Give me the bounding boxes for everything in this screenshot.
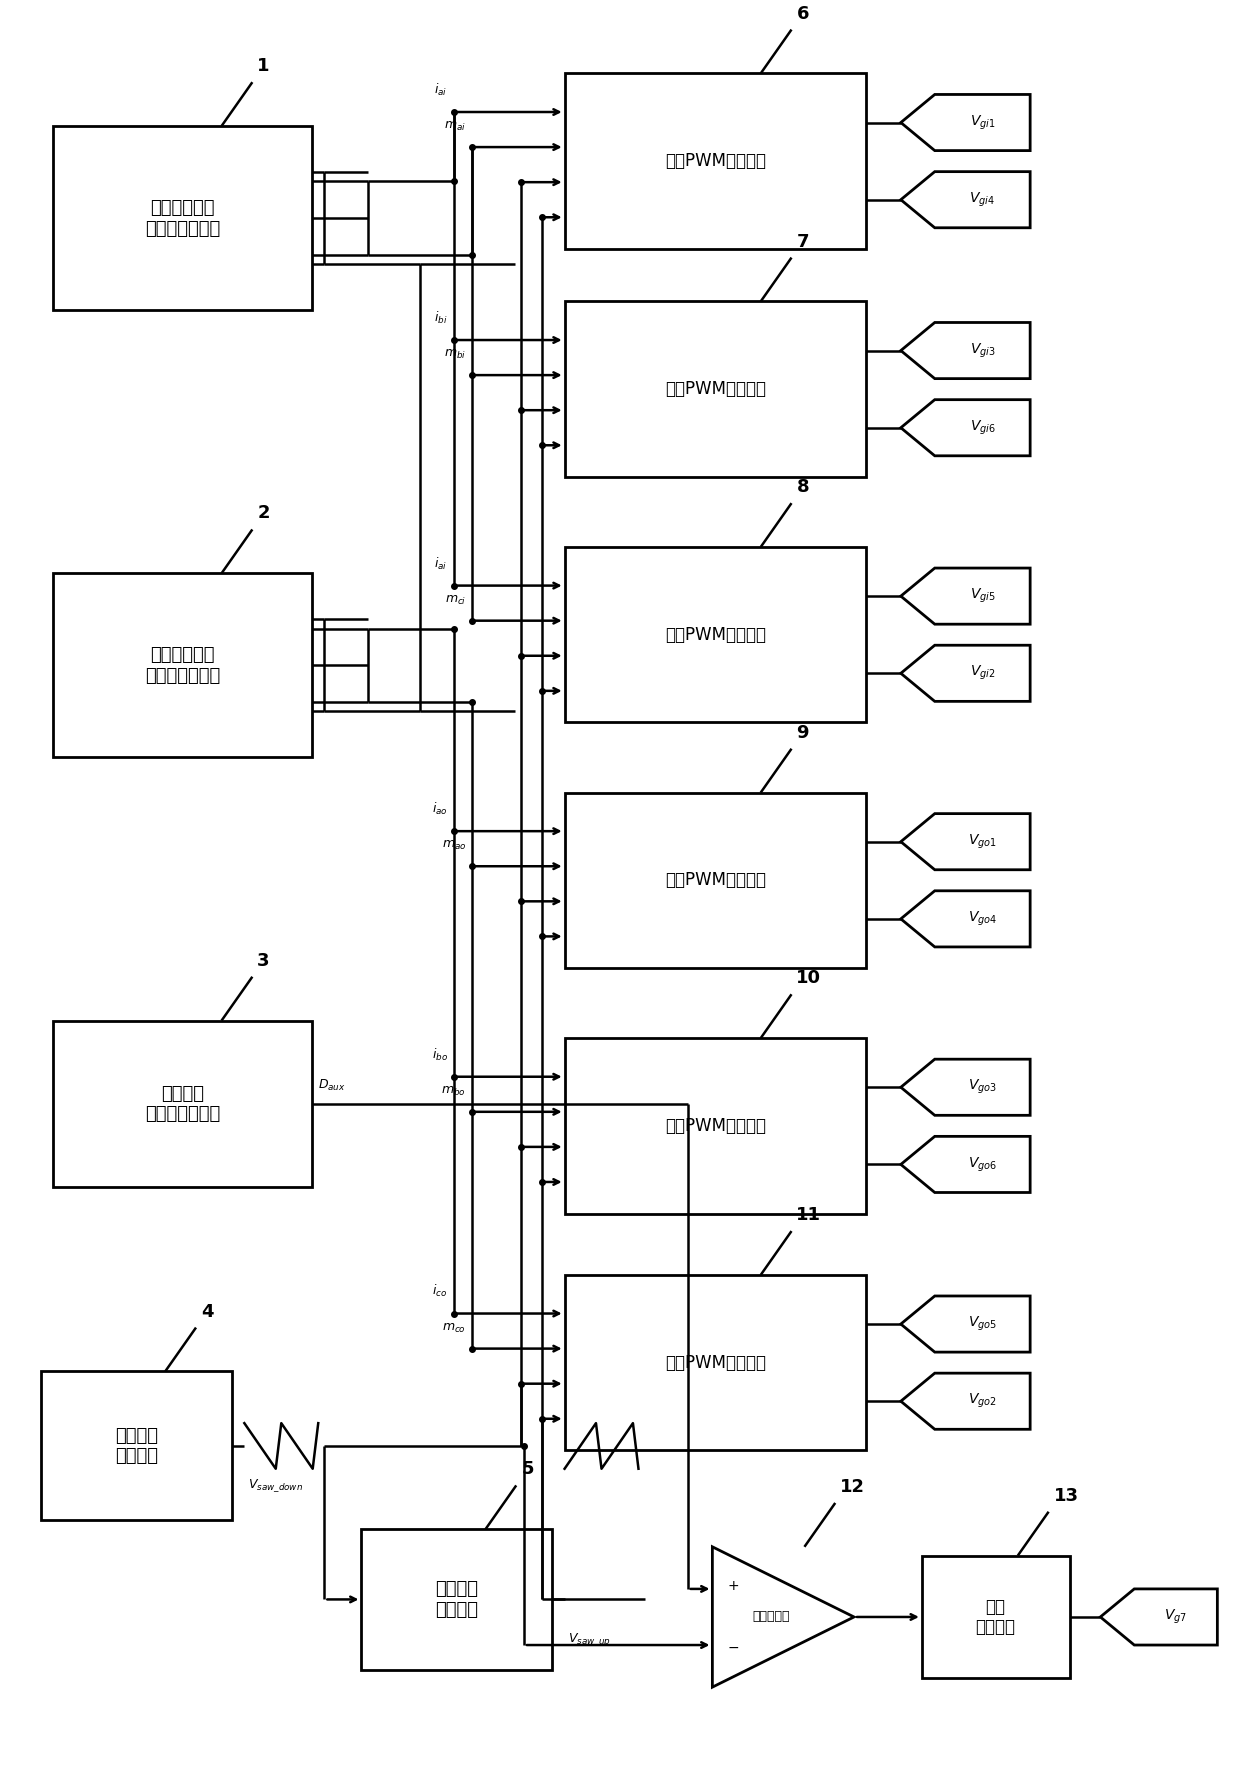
Text: $V_{gi3}$: $V_{gi3}$ [970,342,996,359]
Text: 辅助开关
比较值计算模块: 辅助开关 比较值计算模块 [145,1085,221,1123]
Text: $i_{ao}$: $i_{ao}$ [432,801,448,817]
Text: $V_{go5}$: $V_{go5}$ [968,1315,997,1332]
Text: $V_{saw\_up}$: $V_{saw\_up}$ [568,1631,611,1647]
Polygon shape [900,1295,1030,1352]
Text: $i_{co}$: $i_{co}$ [433,1283,448,1299]
Text: 第六PWM产生模块: 第六PWM产生模块 [665,1354,766,1372]
Text: 10: 10 [796,970,821,987]
Text: $V_{g7}$: $V_{g7}$ [1164,1608,1188,1626]
Text: 第一PWM产生模块: 第一PWM产生模块 [665,153,766,171]
Bar [53,126,312,310]
Text: 第二PWM产生模块: 第二PWM产生模块 [665,381,766,398]
Polygon shape [900,171,1030,228]
Polygon shape [900,891,1030,946]
Text: 载波信号
发生模块: 载波信号 发生模块 [115,1427,157,1466]
Bar [53,573,312,758]
Text: 7: 7 [796,233,808,251]
Text: 3: 3 [257,952,270,970]
Text: $V_{saw\_down}$: $V_{saw\_down}$ [248,1478,303,1494]
Text: 载波信号
反向模块: 载波信号 反向模块 [435,1580,479,1619]
Bar [564,1276,867,1450]
Text: 第一比较器: 第一比较器 [753,1610,790,1624]
Text: 2: 2 [257,505,270,523]
Bar [361,1530,552,1669]
Text: 9: 9 [796,724,808,742]
Text: 第五PWM产生模块: 第五PWM产生模块 [665,1117,766,1135]
Polygon shape [900,1373,1030,1429]
Text: $D_{aux}$: $D_{aux}$ [319,1078,346,1094]
Text: $m_{co}$: $m_{co}$ [443,1322,466,1334]
Bar [564,301,867,477]
Polygon shape [900,94,1030,151]
Bar [564,793,867,968]
Text: 第四PWM产生模块: 第四PWM产生模块 [665,872,766,890]
Text: +: + [727,1580,739,1594]
Text: $V_{gi4}$: $V_{gi4}$ [970,190,996,208]
Text: $m_{ci}$: $m_{ci}$ [445,594,466,607]
Text: $m_{bo}$: $m_{bo}$ [441,1085,466,1098]
Text: $i_{ai}$: $i_{ai}$ [434,82,448,98]
Text: 逆变侧主开关
比较值计算模块: 逆变侧主开关 比较值计算模块 [145,646,221,685]
Text: $i_{ai}$: $i_{ai}$ [434,555,448,571]
Text: $V_{go4}$: $V_{go4}$ [968,909,997,929]
Text: 1: 1 [257,57,270,75]
Text: 5: 5 [521,1461,533,1478]
Polygon shape [900,568,1030,624]
Text: 13: 13 [1054,1487,1079,1505]
Text: $V_{go3}$: $V_{go3}$ [968,1078,997,1096]
Text: 第一
延时模块: 第一 延时模块 [976,1598,1016,1637]
Bar [921,1555,1070,1678]
Text: $i_{bo}$: $i_{bo}$ [432,1046,448,1062]
Text: $V_{go2}$: $V_{go2}$ [968,1393,997,1411]
Text: 4: 4 [201,1302,213,1320]
Bar [564,1039,867,1213]
Text: 8: 8 [796,479,808,496]
Text: 整流侧主开关
比较值计算模块: 整流侧主开关 比较值计算模块 [145,199,221,238]
Text: $V_{go6}$: $V_{go6}$ [968,1155,997,1174]
Bar [53,1021,312,1187]
Text: 第三PWM产生模块: 第三PWM产生模块 [665,626,766,644]
Polygon shape [712,1546,854,1686]
Bar [564,73,867,249]
Polygon shape [1100,1589,1218,1646]
Polygon shape [900,646,1030,701]
Bar [41,1372,232,1521]
Polygon shape [900,322,1030,379]
Text: $m_{bi}$: $m_{bi}$ [444,349,466,361]
Text: $V_{gi6}$: $V_{gi6}$ [970,418,996,438]
Text: $V_{gi1}$: $V_{gi1}$ [970,114,996,132]
Polygon shape [900,1059,1030,1115]
Text: $i_{bi}$: $i_{bi}$ [434,310,448,326]
Text: $m_{ai}$: $m_{ai}$ [444,119,466,133]
Text: 11: 11 [796,1206,821,1224]
Polygon shape [900,400,1030,455]
Bar [564,546,867,722]
Text: $m_{ao}$: $m_{ao}$ [441,840,466,852]
Polygon shape [900,813,1030,870]
Polygon shape [900,1137,1030,1192]
Text: −: − [727,1640,739,1654]
Text: 6: 6 [796,5,808,23]
Text: 12: 12 [841,1478,866,1496]
Text: $V_{gi5}$: $V_{gi5}$ [970,587,996,605]
Text: $V_{gi2}$: $V_{gi2}$ [970,664,996,683]
Text: $V_{go1}$: $V_{go1}$ [968,833,997,850]
